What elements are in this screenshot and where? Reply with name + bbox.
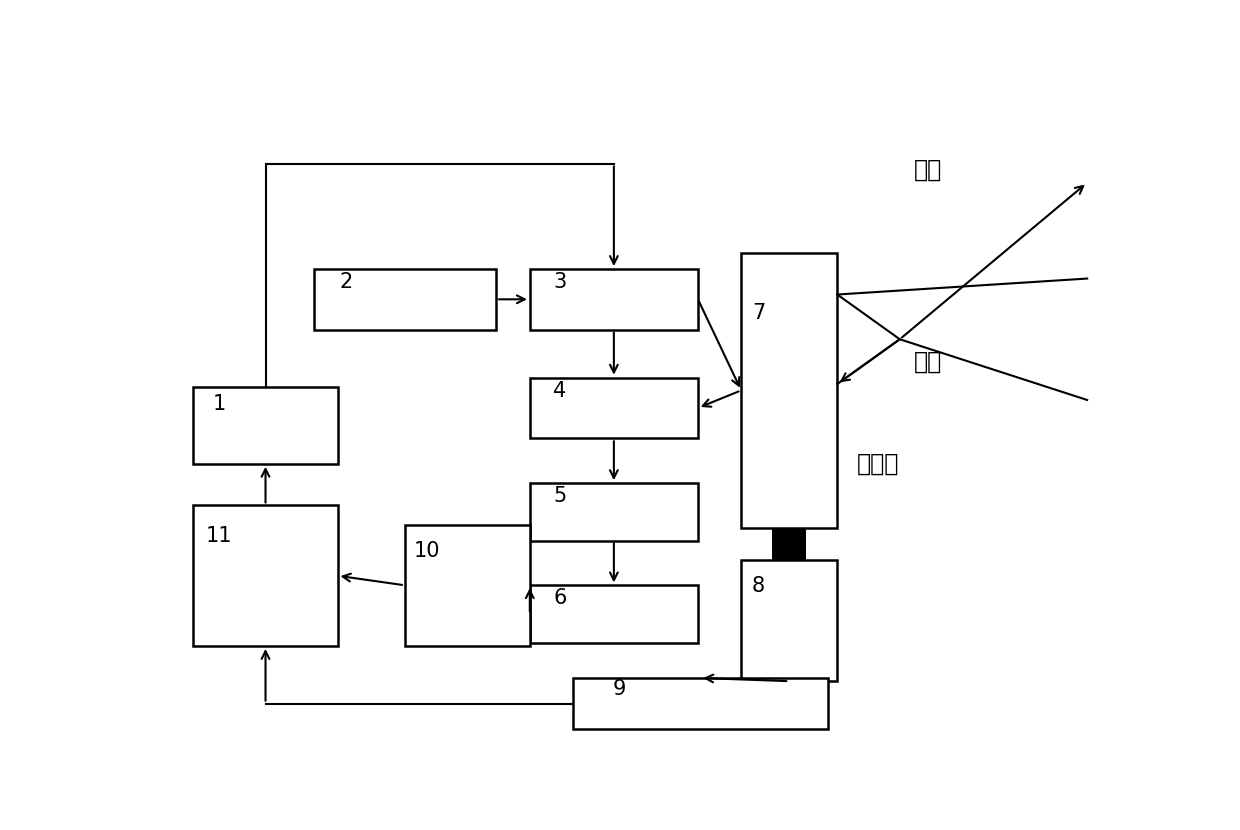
Bar bbox=[193, 505, 337, 646]
Text: 11: 11 bbox=[206, 526, 233, 546]
Text: 1: 1 bbox=[213, 394, 226, 414]
Bar bbox=[529, 483, 698, 540]
Text: 发射: 发射 bbox=[914, 158, 942, 182]
Text: 10: 10 bbox=[414, 541, 440, 561]
Bar bbox=[314, 269, 496, 330]
Text: 8: 8 bbox=[751, 577, 765, 597]
Text: 6: 6 bbox=[553, 588, 567, 608]
Text: 9: 9 bbox=[613, 679, 625, 699]
Text: 2: 2 bbox=[340, 272, 353, 292]
Text: 转动轴: 转动轴 bbox=[857, 452, 899, 476]
Bar bbox=[529, 269, 698, 330]
Text: 3: 3 bbox=[553, 272, 567, 292]
Bar bbox=[573, 678, 828, 729]
Bar bbox=[529, 585, 698, 642]
Bar bbox=[193, 387, 337, 464]
Bar bbox=[773, 528, 806, 559]
Bar bbox=[742, 253, 837, 528]
Text: 4: 4 bbox=[553, 381, 567, 401]
Bar bbox=[529, 378, 698, 438]
Bar bbox=[742, 559, 837, 681]
Text: 回波: 回波 bbox=[914, 349, 942, 374]
Text: 5: 5 bbox=[553, 486, 567, 505]
Text: 7: 7 bbox=[751, 304, 765, 324]
Bar bbox=[404, 525, 529, 646]
